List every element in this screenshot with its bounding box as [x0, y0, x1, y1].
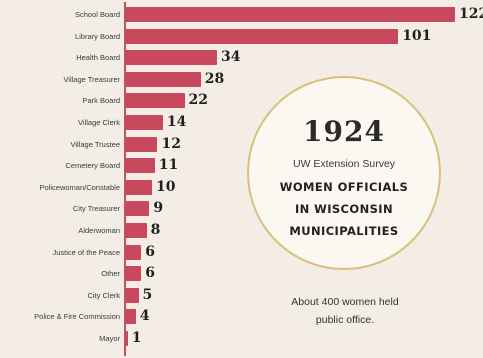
- bar: [125, 201, 150, 217]
- value-label: 1: [131, 330, 142, 346]
- headline-line: IN WISCONSIN: [295, 202, 393, 216]
- category-label: Village Clerk: [78, 118, 120, 127]
- bar: [125, 244, 142, 260]
- value-label: 8: [150, 222, 161, 238]
- value-label: 28: [204, 70, 225, 87]
- category-label: Village Trustee: [70, 139, 120, 149]
- category-label: Park Board: [82, 96, 120, 106]
- bar: [125, 71, 201, 87]
- category-axis-line: [124, 2, 126, 356]
- bar: [125, 266, 142, 282]
- category-label: Justice of the Peace: [52, 247, 120, 257]
- value-label: 6: [145, 243, 155, 260]
- bar: [125, 287, 139, 303]
- category-label: Police & Fire Commission: [34, 312, 120, 322]
- bar: [125, 93, 185, 109]
- category-label: City Clerk: [87, 290, 120, 300]
- value-label: 34: [220, 49, 241, 66]
- bar: [125, 7, 455, 22]
- note-text: public office.: [315, 314, 375, 326]
- survey-subtitle: UW Extension Survey: [292, 158, 396, 170]
- value-label: 6: [145, 265, 155, 282]
- value-label: 11: [158, 157, 179, 174]
- year-title: 1924: [303, 115, 385, 148]
- value-label: 10: [156, 178, 176, 195]
- bar: [125, 158, 155, 174]
- category-label: Mayor: [99, 334, 120, 343]
- bar: [125, 136, 158, 152]
- value-label: 12: [161, 135, 181, 152]
- category-label: Cemetery Board: [65, 161, 120, 171]
- bar: [125, 309, 136, 325]
- category-label: City Treasurer: [72, 204, 120, 214]
- bar: [125, 223, 147, 238]
- note-text: About 400 women held: [291, 296, 399, 308]
- bar: [125, 50, 217, 66]
- value-label: 122: [459, 6, 483, 22]
- value-label: 22: [188, 92, 208, 109]
- info-circle: 1924 UW Extension Survey WOMEN OFFICIALS…: [247, 76, 441, 270]
- value-label: 101: [402, 27, 432, 44]
- bar: [125, 28, 399, 44]
- value-label: 9: [153, 200, 164, 217]
- category-label: Other: [101, 269, 120, 279]
- category-label: Library Board: [74, 31, 120, 41]
- value-label: 4: [139, 308, 150, 325]
- bar: [125, 179, 153, 195]
- bar: [125, 115, 163, 130]
- value-label: 5: [142, 286, 153, 303]
- bar: [125, 331, 128, 346]
- category-label: Village Treasurer: [63, 74, 120, 84]
- value-label: 14: [166, 114, 187, 130]
- category-label: School Board: [74, 10, 120, 19]
- headline-line: MUNICIPALITIES: [289, 224, 399, 238]
- headline-line: WOMEN OFFICIALS: [279, 180, 409, 194]
- category-label: Policewoman/Constable: [39, 182, 120, 192]
- category-label: Alderwoman: [78, 226, 120, 235]
- category-label: Health Board: [76, 53, 120, 63]
